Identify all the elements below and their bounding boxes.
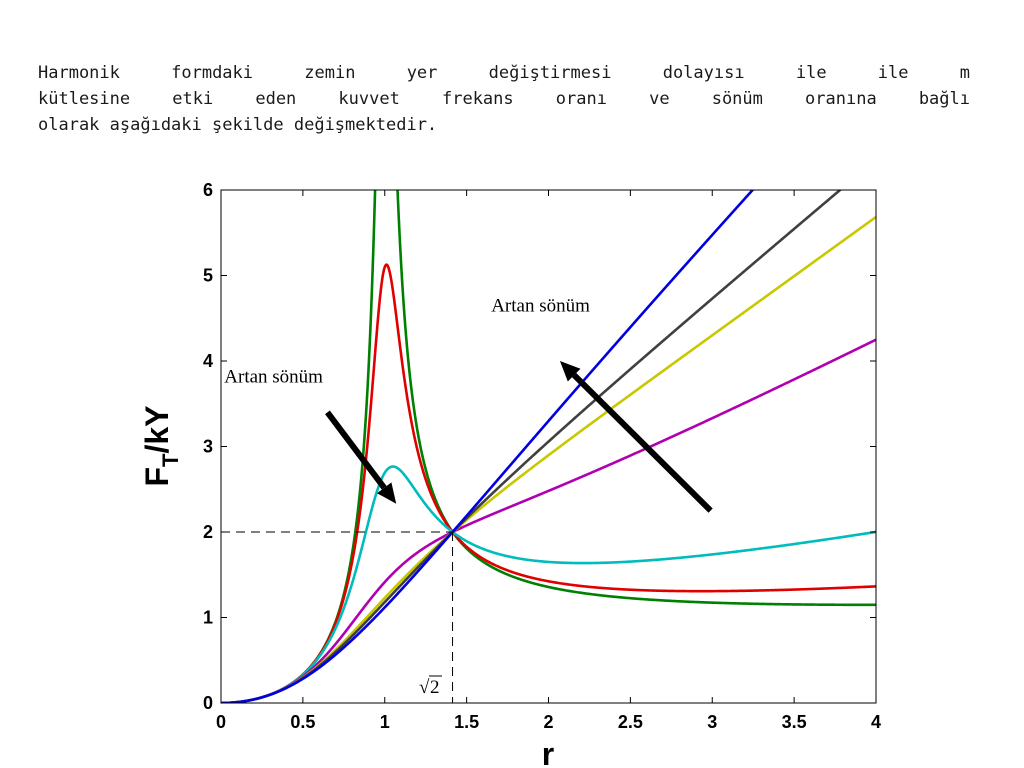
damping-arrow-right xyxy=(559,361,713,513)
curve-series-3 xyxy=(221,465,876,703)
x-tick-label: 4 xyxy=(871,712,881,732)
curve-series-7 xyxy=(221,190,755,703)
x-tick-label: 3.5 xyxy=(782,712,807,732)
curve-series-2 xyxy=(221,263,876,703)
plot-frame xyxy=(220,189,877,704)
damping-arrow-left xyxy=(325,410,397,504)
annotation-artan-sonum-1: Artan sönüm xyxy=(224,366,323,387)
x-tick-label: 1.5 xyxy=(454,712,479,732)
curve-series-4 xyxy=(221,338,876,703)
y-tick-label: 2 xyxy=(203,522,213,542)
annotation-artan-sonum-2: Artan sönüm xyxy=(491,295,590,316)
y-axis-label-subscript: T xyxy=(158,453,183,467)
y-tick-label: 5 xyxy=(203,266,213,286)
y-tick-label: 6 xyxy=(203,180,213,200)
sqrt2-label: √ 2 xyxy=(419,675,442,698)
y-tick-label: 4 xyxy=(203,351,213,371)
y-axis-label-main: F xyxy=(139,467,175,487)
x-tick-label: 3 xyxy=(707,712,717,732)
x-tick-label: 0 xyxy=(216,712,226,732)
description-line-2: kütlesine etki eden kuvvet frekans oranı… xyxy=(38,89,970,109)
x-tick-label: 2.5 xyxy=(618,712,643,732)
y-tick-label: 1 xyxy=(203,608,213,628)
y-tick-label: 3 xyxy=(203,437,213,457)
sqrt2-radical: √ xyxy=(419,677,430,698)
x-tick-label: 0.5 xyxy=(290,712,315,732)
x-tick-label: 1 xyxy=(380,712,390,732)
description-paragraph: Harmonik formdaki zemin yer değiştirmesi… xyxy=(38,60,970,138)
y-axis-label: FT/kY xyxy=(139,405,183,486)
sqrt2-value: 2 xyxy=(430,677,440,698)
description-line-1: Harmonik formdaki zemin yer değiştirmesi… xyxy=(38,63,970,83)
y-axis-label-rest: /kY xyxy=(139,405,175,453)
y-tick-label: 0 xyxy=(203,693,213,713)
x-tick-label: 2 xyxy=(543,712,553,732)
curve-series-5 xyxy=(221,215,876,703)
description-line-3: olarak aşağıdaki şekilde değişmektedir. xyxy=(38,115,438,135)
curve-series-6 xyxy=(221,190,843,703)
x-axis-label: r xyxy=(542,736,554,768)
curve-series-1 xyxy=(221,190,876,703)
